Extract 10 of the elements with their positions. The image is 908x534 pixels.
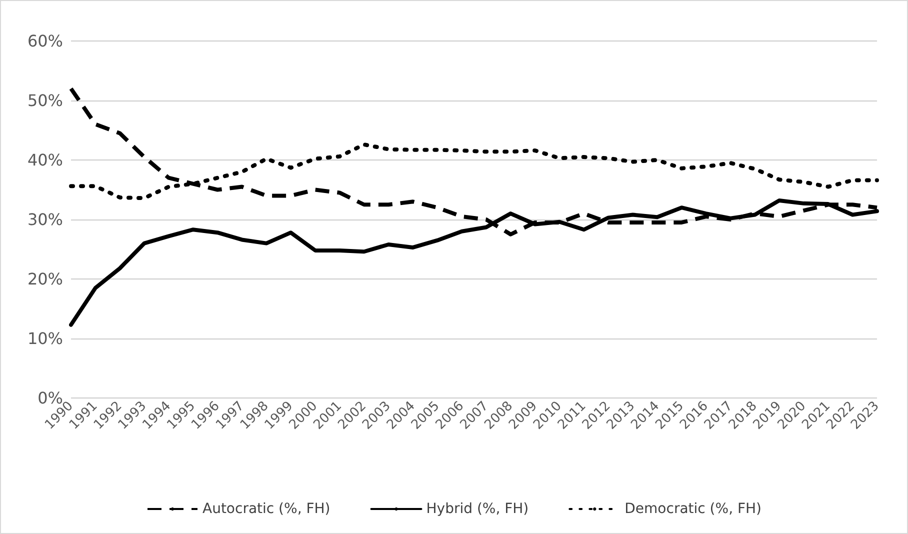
y-tick-label: 50%	[27, 91, 63, 110]
y-tick-label: 20%	[27, 270, 63, 288]
y-tick-label: 40%	[27, 150, 63, 170]
y-tick-label: 30%	[27, 210, 63, 229]
y-tick-label: 10%	[27, 329, 63, 348]
legend-label: Autocratic (%, FH)	[202, 501, 330, 517]
legend-label: Democratic (%, FH)	[624, 501, 762, 517]
y-tick-label: 60%	[27, 32, 63, 50]
y-tick-label: 0%	[38, 388, 63, 408]
legend-label: Hybrid (%, FH)	[426, 501, 529, 517]
